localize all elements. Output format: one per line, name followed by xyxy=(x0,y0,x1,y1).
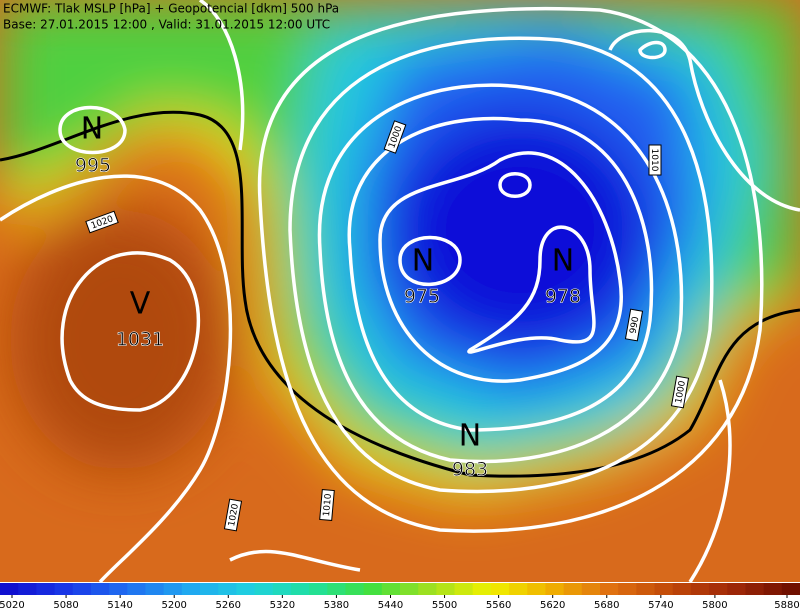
colorbar-cell xyxy=(545,583,565,595)
colorbar-cell xyxy=(54,583,74,595)
colorbar-cell xyxy=(200,583,219,595)
colorbar-cell xyxy=(527,583,546,595)
isobar-label: 1010 xyxy=(649,149,659,172)
colorbar-cell xyxy=(218,583,237,595)
isobar-label: 1010 xyxy=(322,493,334,517)
colorbar-cell xyxy=(36,583,56,595)
center-value: 1031 xyxy=(116,329,164,351)
isobar-label: 1020 xyxy=(227,503,241,528)
colorbar-cell xyxy=(781,583,800,595)
colorbar-cell xyxy=(272,583,292,595)
colorbar-cell xyxy=(109,583,128,595)
colorbar-tick-label: 5500 xyxy=(432,600,457,611)
colorbar-cell xyxy=(509,583,528,595)
field xyxy=(0,0,800,582)
colorbar-cell xyxy=(145,583,165,595)
header-line: Base: 27.01.2015 12:00 , Valid: 31.01.20… xyxy=(3,18,330,32)
center-letter: V xyxy=(130,287,151,322)
colorbar-cell xyxy=(672,583,692,595)
isobar-label: 990 xyxy=(629,316,642,335)
colorbar-cell xyxy=(600,583,619,595)
colorbar-cell xyxy=(163,583,183,595)
colorbar-cell xyxy=(309,583,328,595)
colorbar-cell xyxy=(745,583,765,595)
colorbar-cell xyxy=(727,583,746,595)
colorbar-cell xyxy=(0,583,19,595)
label-bg xyxy=(85,210,119,234)
label-bg xyxy=(648,144,662,176)
colorbar-cell xyxy=(763,583,783,595)
colorbar-tick-label: 5560 xyxy=(486,600,511,611)
isobar-label-box: 1010 xyxy=(319,488,335,522)
label-bg xyxy=(383,120,407,154)
header-line: ECMWF: Tlak MSLP [hPa] + Geopotencial [d… xyxy=(3,2,339,16)
center-value: 975 xyxy=(404,286,440,308)
colorbar-cell xyxy=(618,583,637,595)
colorbar-cell xyxy=(418,583,437,595)
colorbar-tick-label: 5380 xyxy=(324,600,349,611)
colorbar-cell xyxy=(581,583,601,595)
colorbar-cell xyxy=(436,583,456,595)
colorbar-cell xyxy=(472,583,492,595)
isobar-label-box: 990 xyxy=(624,308,644,342)
isobar-label: 1000 xyxy=(674,380,688,405)
colorbar-cell xyxy=(90,583,110,595)
label-bg xyxy=(670,375,690,409)
center-letter: N xyxy=(81,112,103,147)
colorbar-cell xyxy=(654,583,674,595)
center-value: 978 xyxy=(545,286,581,308)
center-letter: N xyxy=(552,244,574,279)
colorbar-cell xyxy=(454,583,474,595)
center-letter: N xyxy=(459,419,481,454)
colorbar-cell xyxy=(72,583,92,595)
isobar-label-box: 1000 xyxy=(670,375,690,409)
colorbar-cell xyxy=(563,583,583,595)
colorbar-cell xyxy=(709,583,728,595)
colorbar-tick-label: 5440 xyxy=(378,600,403,611)
colorbar-cell xyxy=(254,583,274,595)
colorbar-tick-label: 5680 xyxy=(594,600,619,611)
colorbar-tick-label: 5320 xyxy=(270,600,295,611)
colorbar-tick-label: 5620 xyxy=(540,600,565,611)
colorbar-cell xyxy=(690,583,710,595)
colorbar-cell xyxy=(381,583,401,595)
colorbar-cell xyxy=(18,583,37,595)
label-bg xyxy=(319,488,335,522)
colorbar-cell xyxy=(490,583,510,595)
colorbar-cell xyxy=(327,583,346,595)
label-bg xyxy=(223,498,243,532)
center-value: 995 xyxy=(75,155,111,177)
colorbar-tick-label: 5200 xyxy=(161,600,186,611)
colorbar-cell xyxy=(400,583,419,595)
isobar-label-box: 1020 xyxy=(223,498,243,532)
isobar-label-box: 1010 xyxy=(648,144,662,176)
center-value: 983 xyxy=(452,459,488,481)
colorbar-cell xyxy=(345,583,365,595)
colorbar-cell xyxy=(636,583,656,595)
center-letter: N xyxy=(412,244,434,279)
colorbar-cell xyxy=(363,583,383,595)
colorbar-cell xyxy=(127,583,146,595)
colorbar-tick-label: 5740 xyxy=(648,600,673,611)
colorbar-cell xyxy=(290,583,310,595)
colorbar-cell xyxy=(181,583,201,595)
colorbar-tick-label: 5260 xyxy=(216,600,241,611)
colorbar-tick-label: 5080 xyxy=(53,600,78,611)
colorbar-tick-label: 5140 xyxy=(107,600,132,611)
label-bg xyxy=(624,308,644,342)
colorbar-tick-label: 5880 xyxy=(774,600,799,611)
colorbar-tick-label: 5800 xyxy=(702,600,727,611)
colorbar-tick-label: 5020 xyxy=(0,600,25,611)
colorbar-cell xyxy=(236,583,256,595)
